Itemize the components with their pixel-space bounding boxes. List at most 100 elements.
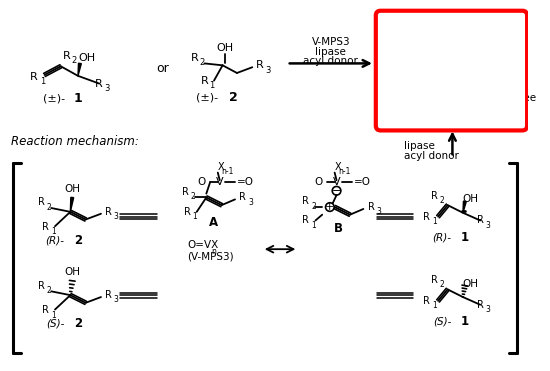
Text: 2: 2: [229, 91, 238, 104]
Text: (R)-: (R)-: [432, 233, 452, 243]
Text: 1: 1: [432, 217, 437, 226]
FancyBboxPatch shape: [376, 11, 527, 131]
Text: R: R: [63, 51, 70, 61]
Text: 2: 2: [422, 37, 427, 46]
Text: up to >99% ee: up to >99% ee: [458, 93, 536, 103]
Text: (V-MPS3): (V-MPS3): [187, 252, 234, 262]
Text: 1: 1: [397, 64, 403, 73]
Text: R: R: [431, 275, 438, 285]
Text: V: V: [216, 177, 223, 187]
Text: 3: 3: [265, 66, 270, 75]
Text: R: R: [367, 202, 375, 212]
Text: OH: OH: [463, 279, 478, 289]
Text: 4: 4: [502, 34, 507, 43]
Text: (±)-: (±)-: [196, 93, 218, 103]
Text: +: +: [325, 202, 334, 212]
Text: (±)-: (±)-: [43, 94, 65, 104]
Text: R: R: [457, 62, 465, 72]
Text: (S)-: (S)-: [46, 319, 64, 329]
Text: 2: 2: [311, 201, 316, 211]
Text: OH: OH: [463, 194, 478, 204]
Text: R: R: [184, 207, 191, 217]
Text: O: O: [314, 177, 322, 187]
Text: 1: 1: [51, 311, 56, 320]
Text: R: R: [105, 290, 112, 300]
Text: 3: 3: [104, 84, 109, 93]
Text: (S)-: (S)-: [433, 317, 452, 327]
Text: 2: 2: [47, 203, 52, 211]
Text: R: R: [239, 193, 246, 203]
Text: 2: 2: [47, 286, 52, 295]
Text: =O: =O: [237, 177, 254, 187]
Polygon shape: [78, 63, 81, 76]
Text: X: X: [218, 162, 224, 172]
Text: 3: 3: [248, 198, 253, 207]
Text: O=VX: O=VX: [187, 240, 218, 250]
Text: =O: =O: [354, 177, 371, 187]
Text: −: −: [332, 186, 341, 196]
Text: B: B: [334, 221, 343, 234]
Text: 3: 3: [486, 305, 490, 314]
Polygon shape: [442, 39, 445, 53]
Text: acyl donor: acyl donor: [404, 151, 459, 161]
Text: 2: 2: [72, 56, 77, 65]
Text: 1: 1: [311, 221, 316, 230]
Text: R: R: [477, 300, 483, 310]
Text: R: R: [388, 58, 396, 68]
Text: R: R: [38, 197, 45, 207]
Text: R: R: [38, 280, 45, 290]
Text: up to 100%: up to 100%: [458, 81, 518, 91]
Text: lipase: lipase: [404, 141, 434, 151]
Text: 3: 3: [486, 221, 490, 230]
Text: 1: 1: [51, 227, 56, 236]
Text: OH: OH: [64, 267, 80, 277]
Text: R: R: [423, 211, 430, 221]
Text: R: R: [201, 76, 208, 86]
Text: R: R: [95, 79, 103, 89]
Text: (R)-: (R)-: [409, 81, 430, 91]
Text: 1: 1: [210, 81, 215, 90]
Text: 3: 3: [114, 212, 119, 221]
Text: 1: 1: [192, 212, 197, 221]
Text: R: R: [105, 207, 112, 217]
Text: R: R: [256, 60, 264, 70]
Text: 1: 1: [40, 77, 45, 86]
Text: 3: 3: [114, 295, 119, 305]
Text: R: R: [42, 305, 49, 315]
Text: R: R: [30, 72, 38, 82]
Text: 3: 3: [438, 80, 446, 93]
Text: R: R: [423, 296, 430, 306]
Text: 3: 3: [376, 207, 381, 216]
Text: n-1: n-1: [221, 167, 234, 176]
Text: A: A: [210, 216, 218, 229]
Text: OH: OH: [216, 43, 233, 53]
Text: R: R: [191, 53, 199, 63]
Text: 2: 2: [439, 280, 444, 289]
Text: V-MPS3: V-MPS3: [311, 37, 350, 47]
Text: 1: 1: [461, 231, 469, 244]
Text: R: R: [42, 222, 49, 232]
Text: R: R: [413, 32, 421, 42]
Text: R: R: [477, 216, 483, 226]
Text: 2: 2: [439, 196, 444, 205]
Text: or: or: [156, 62, 169, 75]
Text: 1: 1: [461, 315, 469, 328]
Text: 3: 3: [466, 68, 471, 76]
Text: R: R: [431, 191, 438, 201]
Text: V: V: [333, 177, 340, 187]
Text: 2: 2: [200, 58, 205, 67]
Text: 1: 1: [74, 92, 82, 105]
Text: 2: 2: [74, 317, 82, 330]
Text: n-1: n-1: [338, 167, 350, 176]
Text: OH: OH: [78, 53, 95, 63]
Text: 1: 1: [432, 301, 437, 310]
Text: OH: OH: [64, 184, 80, 194]
Text: lipase: lipase: [315, 47, 346, 57]
Text: R: R: [302, 216, 309, 226]
Text: n: n: [212, 247, 216, 256]
Text: X: X: [334, 162, 341, 172]
Text: R: R: [182, 187, 189, 197]
Polygon shape: [70, 197, 74, 212]
Text: Reaction mechanism:: Reaction mechanism:: [11, 135, 139, 148]
Text: 2: 2: [74, 234, 82, 247]
